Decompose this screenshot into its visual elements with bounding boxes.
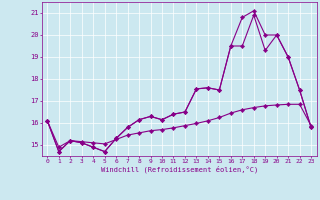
X-axis label: Windchill (Refroidissement éolien,°C): Windchill (Refroidissement éolien,°C) [100,165,258,173]
